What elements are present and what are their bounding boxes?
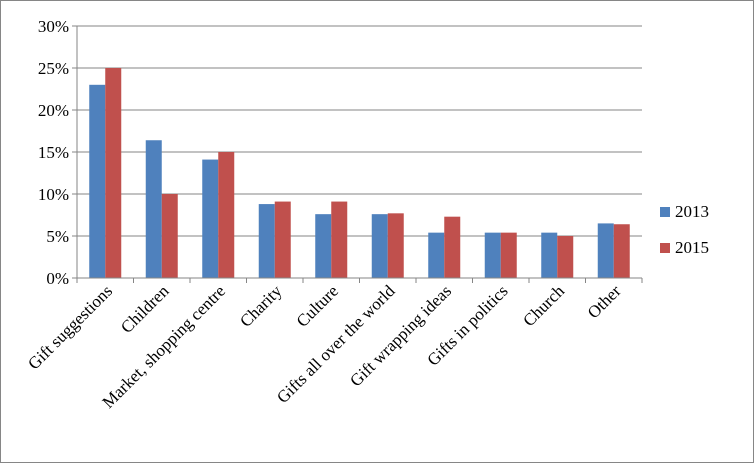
- bar-2015-1: [161, 194, 178, 278]
- bar-2015-2: [218, 152, 235, 278]
- y-tick-label: 0%: [46, 269, 69, 288]
- bar-2013-5: [371, 214, 388, 278]
- bar-2013-8: [541, 232, 558, 278]
- x-category-label: Culture: [293, 281, 342, 330]
- y-tick-label: 15%: [38, 143, 69, 162]
- bar-2013-6: [428, 232, 445, 278]
- bar-2015-9: [613, 224, 630, 278]
- bar-2015-6: [444, 216, 461, 278]
- x-category-label: Gift wrapping ideas: [346, 281, 455, 390]
- bar-2015-0: [105, 68, 122, 278]
- legend-swatch-2015: [660, 243, 670, 253]
- bar-2013-9: [597, 223, 614, 278]
- x-category-label: Other: [584, 281, 625, 322]
- y-tick-label: 10%: [38, 185, 69, 204]
- bar-2015-3: [274, 201, 291, 278]
- bar-2013-7: [484, 232, 501, 278]
- bar-2015-7: [500, 232, 517, 278]
- bar-2013-4: [315, 214, 332, 278]
- axes: [72, 25, 643, 283]
- legend-label-2013: 2013: [675, 202, 709, 221]
- bar-2015-4: [331, 201, 348, 278]
- legend: 2013 2015: [660, 202, 709, 257]
- bar-2013-1: [145, 140, 162, 278]
- bars: [89, 68, 630, 278]
- bar-2013-2: [202, 159, 219, 278]
- bar-2013-3: [258, 204, 275, 278]
- y-tick-label: 25%: [38, 59, 69, 78]
- y-tick-label: 5%: [46, 227, 69, 246]
- bar-2013-0: [89, 84, 106, 278]
- x-category-label: Church: [519, 281, 568, 330]
- bar-2015-8: [557, 236, 574, 278]
- legend-swatch-2013: [660, 207, 670, 217]
- x-category-label: Charity: [236, 281, 286, 331]
- bar-2015-5: [387, 213, 404, 278]
- y-tick-label: 30%: [38, 17, 69, 36]
- x-category-label: Children: [117, 281, 173, 337]
- x-category-label: Gift suggestions: [24, 281, 116, 373]
- y-tick-label: 20%: [38, 101, 69, 120]
- legend-label-2015: 2015: [675, 238, 709, 257]
